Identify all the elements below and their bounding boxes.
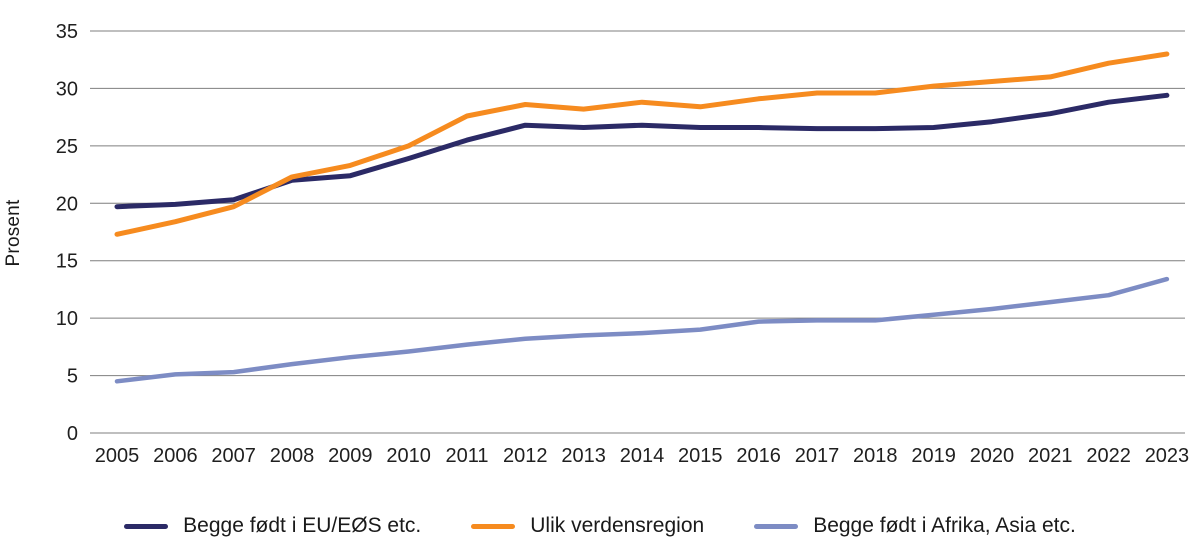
x-tick-label-2009: 2009 — [328, 445, 373, 467]
legend-swatch-eu-eos — [124, 523, 169, 529]
chart-legend: Begge født i EU/EØS etc. Ulik verdensreg… — [0, 514, 1200, 538]
x-tick-label-2016: 2016 — [736, 445, 781, 467]
x-tick-label-2007: 2007 — [211, 445, 256, 467]
x-tick-label-2018: 2018 — [853, 445, 898, 467]
legend-swatch-afrika-asia — [754, 523, 799, 529]
x-tick-label-2019: 2019 — [911, 445, 956, 467]
x-tick-label-2015: 2015 — [678, 445, 723, 467]
y-tick-label-0: 0 — [67, 423, 78, 445]
legend-swatch-ulik-verdensregion — [471, 523, 516, 529]
y-tick-label-5: 5 — [67, 366, 78, 388]
x-tick-label-2012: 2012 — [503, 445, 548, 467]
x-tick-label-2011: 2011 — [445, 445, 488, 467]
y-tick-label-20: 20 — [56, 193, 78, 215]
x-tick-label-2014: 2014 — [620, 445, 665, 467]
y-tick-label-35: 35 — [56, 21, 78, 43]
y-tick-labels-group: 0 5 10 15 20 25 30 35 — [56, 21, 78, 445]
gridlines-group — [90, 30, 1185, 434]
series-lines-group — [114, 51, 1170, 384]
x-tick-label-2021: 2021 — [1028, 445, 1073, 467]
y-axis-title: Prosent — [3, 199, 24, 267]
x-tick-label-2010: 2010 — [386, 445, 431, 467]
series-line-0 — [114, 92, 1170, 210]
legend-label-afrika-asia: Begge født i Afrika, Asia etc. — [813, 514, 1076, 537]
x-tick-label-2017: 2017 — [795, 445, 840, 467]
series-line-2 — [114, 276, 1170, 384]
legend-item-afrika-asia: Begge født i Afrika, Asia etc. — [754, 514, 1076, 538]
x-tick-label-2013: 2013 — [561, 445, 606, 467]
x-tick-label-2020: 2020 — [970, 445, 1015, 467]
legend-label-eu-eos: Begge født i EU/EØS etc. — [183, 514, 422, 537]
y-tick-label-30: 30 — [56, 78, 78, 100]
x-tick-label-2022: 2022 — [1086, 445, 1131, 467]
legend-item-eu-eos: Begge født i EU/EØS etc. — [124, 514, 421, 538]
y-tick-label-25: 25 — [56, 136, 78, 158]
legend-label-ulik-verdensregion: Ulik verdensregion — [530, 514, 705, 537]
legend-item-ulik-verdensregion: Ulik verdensregion — [471, 514, 704, 538]
series-line-1 — [114, 51, 1170, 237]
y-tick-label-10: 10 — [56, 308, 78, 330]
y-tick-label-15: 15 — [56, 251, 78, 273]
x-tick-labels-group: 2005 2006 2007 2008 2009 2010 2011 2012 2013 2014… — [95, 445, 1189, 467]
x-tick-label-2006: 2006 — [153, 445, 198, 467]
x-tick-label-2023: 2023 — [1145, 445, 1190, 467]
x-tick-label-2005: 2005 — [95, 445, 140, 467]
x-tick-label-2008: 2008 — [270, 445, 315, 467]
